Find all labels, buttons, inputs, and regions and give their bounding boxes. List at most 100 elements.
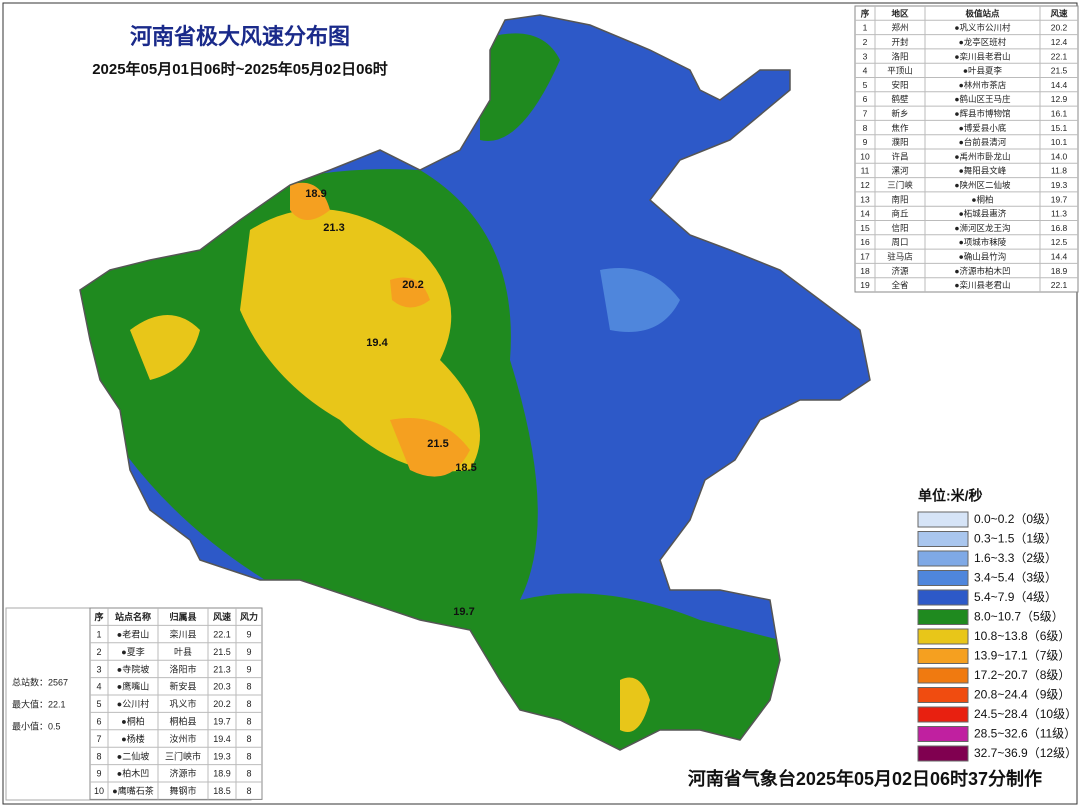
table-cell: 7 — [96, 734, 101, 744]
legend-label: 3.4~5.4（3级） — [974, 571, 1057, 585]
table-cell: 许昌 — [891, 151, 908, 161]
table-cell: 14.4 — [1051, 252, 1068, 262]
table-cell: 全省 — [891, 280, 909, 290]
table-cell: 11.3 — [1051, 209, 1067, 219]
table-cell: 周口 — [891, 237, 908, 247]
table-cell: ●台前县清河 — [959, 137, 1007, 147]
table-cell: ●二仙坡 — [117, 750, 149, 761]
table-cell: ●禹州市卧龙山 — [954, 151, 1010, 161]
station-value: 19.4 — [366, 337, 388, 349]
table-cell: 17 — [860, 252, 870, 262]
table-cell: 18.9 — [213, 769, 231, 779]
table-cell: 5 — [96, 699, 101, 709]
table-cell: ●项城市秣陵 — [959, 237, 1007, 247]
table-cell: 11 — [861, 166, 870, 176]
table-cell: ●寺院坡 — [117, 663, 149, 674]
table-cell: 16 — [860, 237, 870, 247]
table-cell: 19 — [860, 280, 870, 290]
table-cell: ●林州市茶店 — [959, 80, 1007, 90]
subtitle: 2025年05月01日06时~2025年05月02日06时 — [92, 60, 388, 78]
table-cell: 济源 — [891, 266, 909, 276]
table-cell: 3 — [863, 51, 868, 61]
table-cell: ●鹤山区王马庄 — [954, 94, 1011, 104]
table-header: 序 — [94, 611, 103, 622]
table-cell: 11.8 — [1051, 166, 1067, 176]
legend-label: 0.3~1.5（1级） — [974, 532, 1057, 546]
table-cell: 平顶山 — [887, 66, 913, 76]
table-cell: 驻马店 — [887, 252, 913, 262]
legend-swatch — [917, 687, 969, 703]
table-cell: ●柘城县惠济 — [959, 209, 1007, 219]
table-cell: 12.4 — [1051, 37, 1068, 47]
legend-swatch — [917, 550, 969, 567]
table-cell: 12.9 — [1051, 94, 1068, 104]
table-cell: ●陕州区二仙坡 — [954, 180, 1011, 190]
station-value: 21.3 — [323, 222, 344, 234]
table-cell: 9 — [246, 647, 251, 657]
station-value: 18.9 — [305, 188, 326, 200]
table-cell: 信阳 — [891, 223, 908, 233]
stat: 最大值：22.1 — [12, 698, 66, 709]
table-cell: 8 — [246, 786, 251, 796]
table-cell: 15 — [860, 223, 870, 233]
table-cell: ●巩义市公川村 — [954, 23, 1011, 33]
table-cell: 2 — [96, 647, 101, 657]
table-cell: 22.1 — [213, 629, 231, 639]
legend-label: 20.8~24.4（9级） — [974, 688, 1070, 702]
legend-label: 1.6~3.3（2级） — [974, 551, 1057, 565]
legend-label: 8.0~10.7（5级） — [974, 610, 1064, 624]
table-cell: 14.0 — [1051, 151, 1068, 161]
table-cell: ●栾川县老君山 — [954, 280, 1010, 290]
legend-title: 单位:米/秒 — [918, 488, 983, 504]
table-cell: 22.1 — [1051, 51, 1068, 61]
table-cell: 3 — [96, 664, 101, 674]
legend-swatch — [917, 531, 969, 547]
table-cell: ●鹰嘴石茶 — [112, 785, 153, 796]
legend-label: 10.8~13.8（6级） — [974, 629, 1070, 643]
table-cell: 8 — [246, 734, 251, 744]
table-cell: ●桐柏 — [121, 715, 144, 726]
table-cell: ●栾川县老君山 — [954, 51, 1010, 61]
table-cell: ●辉县市博物馆 — [954, 109, 1010, 119]
table-cell: ●夏李 — [121, 646, 144, 657]
table-header: 风速 — [1050, 8, 1068, 18]
table-cell: 20.2 — [1051, 23, 1068, 33]
legend-label: 0.0~0.2（0级） — [974, 512, 1057, 526]
table-cell: 6 — [96, 716, 101, 726]
station-value: 19.7 — [453, 606, 474, 618]
table-cell: ●浉河区龙王沟 — [954, 223, 1010, 233]
table-cell: ●济源市柏木凹 — [954, 266, 1010, 276]
table-cell: 8 — [246, 751, 251, 761]
table-cell: 14 — [860, 209, 870, 219]
table-cell: 16.1 — [1051, 109, 1068, 119]
table-header: 风速 — [213, 611, 231, 622]
table-cell: 22.1 — [1051, 280, 1068, 290]
table-cell: ●柏木凹 — [117, 768, 149, 779]
legend-swatch — [917, 648, 969, 664]
table-cell: 7 — [863, 109, 868, 119]
table-cell: 洛阳 — [891, 51, 908, 61]
table-cell: 鹤壁 — [891, 94, 909, 104]
table-cell: 漯河 — [891, 166, 909, 176]
table-cell: 8 — [246, 699, 251, 709]
table-cell: 安阳 — [891, 80, 908, 90]
table-cell: 新安县 — [169, 681, 196, 692]
table-cell: ●确山县竹沟 — [959, 252, 1007, 262]
table-cell: 8 — [863, 123, 868, 133]
legend-swatch — [917, 511, 969, 528]
table-cell: 洛阳市 — [169, 663, 196, 674]
legend-swatch — [917, 745, 969, 762]
table-cell: 10 — [94, 786, 104, 796]
table-cell: 9 — [863, 137, 868, 147]
dynamic: 序地区 极值站点 风速1 郑州 ●巩义市公川村 20.22 开封 ●龙亭区班村 12.43 洛阳 ●… — [12, 5, 1079, 800]
table-header: 风力 — [240, 611, 258, 622]
stat: 总站数：2567 — [12, 676, 68, 687]
legend-swatch — [917, 628, 969, 645]
table-cell: ●老君山 — [117, 628, 149, 639]
table-cell: ●公川村 — [117, 698, 149, 709]
table-cell: 9 — [246, 629, 251, 639]
table-cell: 8 — [96, 751, 101, 761]
table-cell: 9 — [96, 769, 101, 779]
table-cell: 19.4 — [213, 734, 231, 744]
